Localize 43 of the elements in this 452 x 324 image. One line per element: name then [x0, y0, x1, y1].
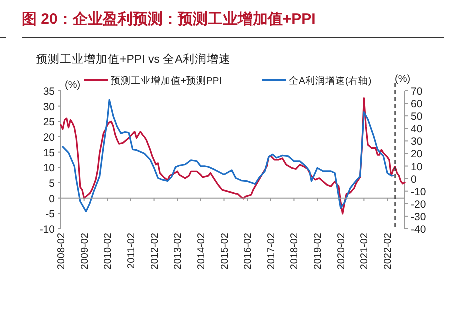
y2-tick-label: -20	[411, 198, 426, 211]
y-tick-label: -10	[40, 224, 56, 236]
y2-axis-title: (%)	[395, 74, 411, 85]
x-tick-label: 2016-02	[243, 232, 254, 270]
chart-subtitle: 预测工业增加值+PPI vs 全A利润增速	[36, 52, 231, 66]
x-tick-label: 2020-02	[336, 232, 348, 270]
y2-tick-label: 0	[411, 174, 417, 186]
y-tick-label: 25	[43, 116, 56, 129]
y-tick-label: -5	[46, 208, 56, 221]
legend-label: 全A利润增速(右轴)	[289, 75, 372, 87]
x-tick-label: 2009-02	[80, 232, 91, 270]
y-axis-title: (%)	[65, 80, 81, 91]
x-tick-label: 2008-02	[56, 232, 68, 270]
x-tick-label: 2010-02	[103, 232, 114, 270]
y2-tick-label: 30	[411, 136, 423, 148]
x-tick-label: 2014-02	[196, 232, 208, 270]
y2-tick-label: 10	[411, 161, 423, 174]
x-tick-label: 2015-02	[220, 232, 231, 270]
y-tick-label: 10	[43, 162, 56, 175]
y-tick-label: 35	[43, 86, 56, 98]
y-tick-label: 0	[49, 193, 56, 206]
y2-tick-label: 70	[411, 86, 423, 98]
y-tick-label: 20	[43, 132, 56, 144]
y2-tick-label: -40	[411, 224, 426, 236]
y-tick-label: 15	[43, 147, 56, 160]
x-tick-label: 2021-02	[360, 232, 371, 270]
chart-title: 图 20：企业盈利预测：预测工业增加值+PPI	[22, 11, 316, 28]
y-tick-label: 30	[43, 101, 56, 114]
x-tick-label: 2019-02	[313, 232, 324, 270]
x-tick-label: 2012-02	[150, 232, 161, 270]
x-tick-label: 2022-02	[383, 232, 394, 270]
y2-tick-label: -30	[411, 211, 426, 224]
y2-tick-label: -10	[411, 186, 426, 198]
legend-label: 预测工业增加值+预测PPI	[111, 75, 222, 87]
x-tick-label: 2018-02	[290, 232, 301, 270]
y2-tick-label: 20	[411, 148, 423, 161]
y2-tick-label: 50	[411, 111, 423, 124]
y2-tick-label: 40	[411, 124, 423, 136]
y-tick-label: 5	[49, 178, 56, 190]
x-tick-label: 2011-02	[126, 232, 138, 269]
x-tick-label: 2013-02	[173, 232, 184, 270]
x-tick-label: 2017-02	[266, 232, 278, 270]
y2-tick-label: 60	[411, 98, 423, 111]
